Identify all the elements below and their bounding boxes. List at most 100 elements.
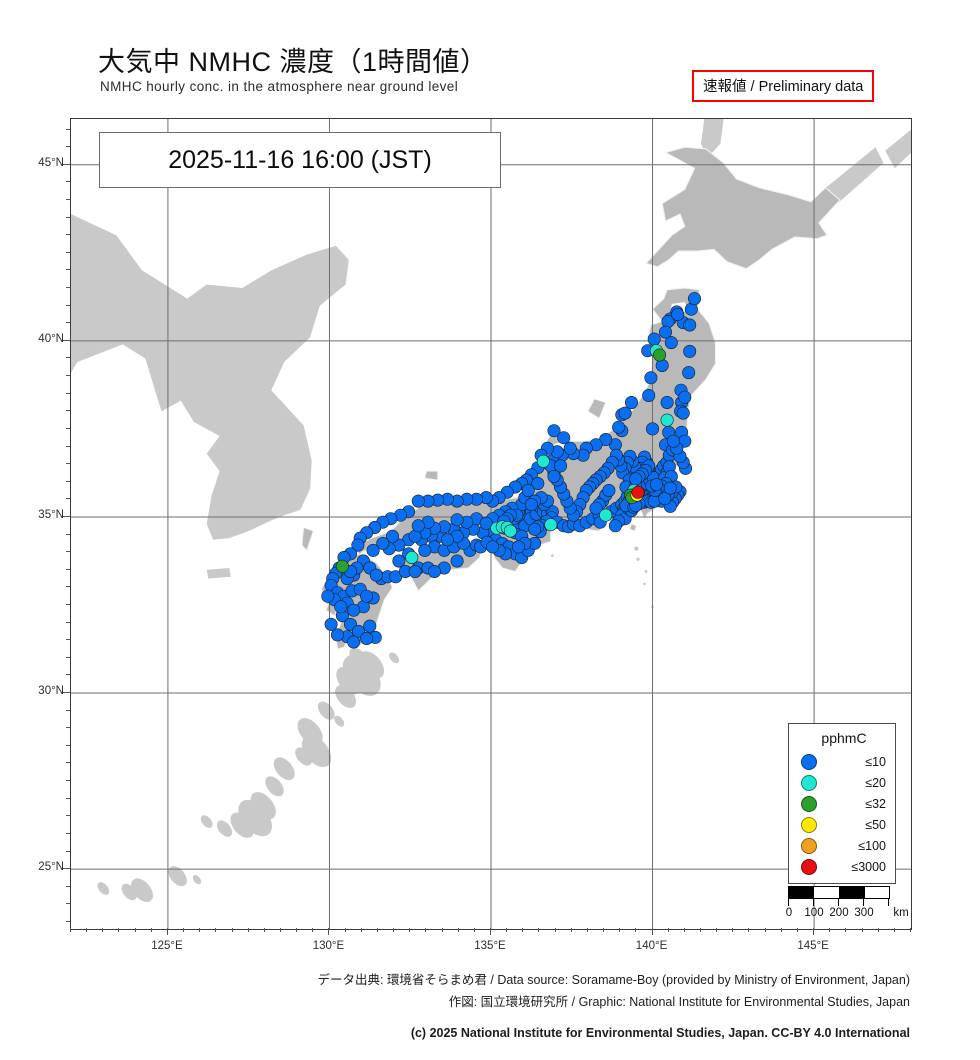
axis-minor-tick bbox=[296, 928, 298, 932]
station-point[interactable] bbox=[612, 420, 626, 434]
axis-minor-tick bbox=[63, 339, 70, 341]
station-point[interactable] bbox=[653, 348, 667, 362]
station-point[interactable] bbox=[385, 529, 399, 543]
station-point[interactable] bbox=[486, 540, 500, 554]
station-point[interactable] bbox=[671, 308, 685, 322]
station-point[interactable] bbox=[360, 631, 374, 645]
land-polygon bbox=[701, 119, 724, 158]
station-point[interactable] bbox=[608, 519, 622, 533]
station-point[interactable] bbox=[334, 600, 348, 614]
station-point[interactable] bbox=[405, 550, 419, 564]
station-point[interactable] bbox=[682, 366, 696, 380]
station-point[interactable] bbox=[647, 332, 661, 346]
station-point[interactable] bbox=[440, 533, 454, 547]
axis-minor-tick bbox=[893, 928, 895, 932]
island-shape bbox=[230, 812, 254, 838]
station-point[interactable] bbox=[418, 543, 432, 557]
island-shape bbox=[192, 875, 202, 885]
station-point[interactable] bbox=[479, 516, 493, 530]
station-point[interactable] bbox=[524, 498, 538, 512]
station-point[interactable] bbox=[660, 395, 674, 409]
land-polygon bbox=[301, 526, 314, 552]
station-point[interactable] bbox=[649, 478, 663, 492]
land-polygon bbox=[629, 523, 637, 532]
map-canvas[interactable] bbox=[70, 118, 912, 930]
station-point[interactable] bbox=[363, 619, 377, 633]
x-axis-tick-label: 125°E bbox=[151, 940, 183, 952]
station-point[interactable] bbox=[618, 406, 632, 420]
map-svg bbox=[71, 119, 911, 929]
station-point[interactable] bbox=[411, 494, 425, 508]
station-point[interactable] bbox=[547, 469, 561, 483]
station-point[interactable] bbox=[369, 568, 383, 582]
station-point[interactable] bbox=[503, 524, 517, 538]
axis-minor-tick bbox=[199, 928, 201, 932]
station-point[interactable] bbox=[663, 481, 677, 495]
station-point[interactable] bbox=[676, 406, 690, 420]
legend-item-1[interactable]: ≤20 bbox=[797, 772, 889, 793]
station-point[interactable] bbox=[658, 325, 672, 339]
station-point[interactable] bbox=[347, 635, 361, 649]
station-point[interactable] bbox=[683, 318, 697, 332]
station-point[interactable] bbox=[553, 459, 567, 473]
station-point[interactable] bbox=[660, 413, 674, 427]
axis-minor-tick bbox=[490, 928, 491, 935]
legend-item-2[interactable]: ≤32 bbox=[797, 793, 889, 814]
station-point[interactable] bbox=[450, 513, 464, 527]
station-point[interactable] bbox=[360, 589, 374, 603]
axis-minor-tick bbox=[66, 146, 70, 148]
station-point[interactable] bbox=[589, 501, 603, 515]
station-point[interactable] bbox=[687, 292, 701, 306]
axis-minor-tick bbox=[554, 928, 556, 932]
station-point[interactable] bbox=[666, 434, 680, 448]
station-point[interactable] bbox=[602, 483, 616, 497]
station-point[interactable] bbox=[511, 540, 525, 554]
station-point[interactable] bbox=[557, 431, 571, 445]
legend-item-0[interactable]: ≤10 bbox=[797, 751, 889, 772]
station-point[interactable] bbox=[450, 554, 464, 568]
station-point[interactable] bbox=[528, 522, 542, 536]
station-point[interactable] bbox=[678, 390, 692, 404]
axis-minor-tick bbox=[66, 920, 70, 922]
axis-minor-tick bbox=[66, 427, 70, 429]
axis-minor-tick bbox=[764, 928, 766, 932]
scale-label: 100 bbox=[804, 907, 824, 919]
station-point[interactable] bbox=[521, 483, 535, 497]
station-point[interactable] bbox=[658, 492, 672, 506]
station-point[interactable] bbox=[599, 508, 613, 522]
station-point[interactable] bbox=[392, 554, 406, 568]
station-point[interactable] bbox=[547, 424, 561, 438]
legend-item-5[interactable]: ≤3000 bbox=[797, 856, 889, 877]
station-point[interactable] bbox=[408, 564, 422, 578]
station-point[interactable] bbox=[563, 441, 577, 455]
station-point[interactable] bbox=[335, 559, 349, 573]
station-point[interactable] bbox=[664, 336, 678, 350]
station-point[interactable] bbox=[427, 564, 441, 578]
station-point[interactable] bbox=[411, 519, 425, 533]
island-shape bbox=[121, 883, 137, 901]
legend-item-4[interactable]: ≤100 bbox=[797, 835, 889, 856]
station-point[interactable] bbox=[624, 395, 638, 409]
station-point[interactable] bbox=[366, 543, 380, 557]
station-point[interactable] bbox=[324, 617, 338, 631]
station-point[interactable] bbox=[683, 344, 697, 358]
station-point[interactable] bbox=[347, 603, 361, 617]
axis-minor-tick bbox=[66, 533, 70, 535]
island-shape bbox=[317, 701, 335, 720]
station-point[interactable] bbox=[536, 454, 550, 468]
station-point[interactable] bbox=[330, 628, 344, 642]
station-point[interactable] bbox=[629, 472, 643, 486]
station-point[interactable] bbox=[644, 371, 658, 385]
legend-item-3[interactable]: ≤50 bbox=[797, 814, 889, 835]
station-point[interactable] bbox=[376, 536, 390, 550]
axis-minor-tick bbox=[118, 928, 120, 932]
axis-minor-tick bbox=[667, 928, 669, 932]
station-point[interactable] bbox=[544, 518, 558, 532]
station-point[interactable] bbox=[645, 422, 659, 436]
station-point[interactable] bbox=[321, 589, 335, 603]
axis-minor-tick bbox=[66, 621, 70, 623]
station-point[interactable] bbox=[351, 538, 365, 552]
station-point[interactable] bbox=[631, 485, 645, 499]
station-point[interactable] bbox=[642, 388, 656, 402]
station-point[interactable] bbox=[531, 476, 545, 490]
